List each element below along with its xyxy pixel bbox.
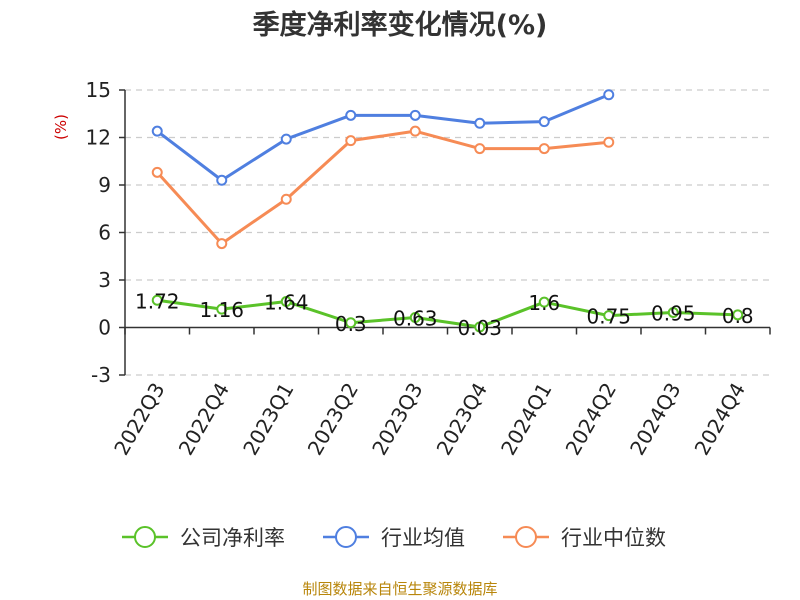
data-point <box>345 109 357 121</box>
data-label: 0.3 <box>335 312 367 336</box>
series-0 <box>151 294 744 333</box>
data-label: 1.64 <box>264 291 309 315</box>
data-label: 0.63 <box>393 307 438 331</box>
legend-marker <box>335 526 357 548</box>
x-tick-label: 2024Q3 <box>625 379 685 460</box>
y-tick-label: 3 <box>98 268 111 292</box>
data-point <box>732 309 744 321</box>
x-tick-label: 2024Q4 <box>690 379 750 460</box>
data-label: 1.72 <box>135 289 180 313</box>
legend[interactable]: 公司净利率 行业均值 行业中位数 <box>122 526 666 550</box>
data-point <box>409 109 421 121</box>
data-point <box>345 317 357 329</box>
legend-label: 行业均值 <box>381 526 465 550</box>
data-point <box>280 296 292 308</box>
legend-item-0[interactable]: 公司净利率 <box>122 526 285 550</box>
legend-marker <box>515 526 537 548</box>
data-point <box>409 125 421 137</box>
legend-item-1[interactable]: 行业均值 <box>323 526 465 550</box>
legend-label: 公司净利率 <box>180 526 285 550</box>
legend-marker <box>134 526 156 548</box>
data-point <box>151 294 163 306</box>
series <box>151 89 744 333</box>
legend-label: 行业中位数 <box>561 526 666 550</box>
y-tick-label: -3 <box>91 363 111 387</box>
data-point <box>151 125 163 137</box>
data-label: 0.8 <box>722 304 754 328</box>
data-point <box>603 89 615 101</box>
x-tick-label: 2023Q4 <box>432 379 492 460</box>
data-point <box>345 135 357 147</box>
data-label: 0.75 <box>586 305 631 329</box>
data-point <box>538 296 550 308</box>
y-tick-label: 0 <box>98 316 111 340</box>
legend-item-2[interactable]: 行业中位数 <box>503 526 666 550</box>
data-point <box>667 306 679 318</box>
x-tick-label: 2023Q3 <box>367 379 427 460</box>
x-tick-label: 2023Q1 <box>238 379 298 460</box>
data-point <box>474 143 486 155</box>
data-point <box>216 238 228 250</box>
x-tick-label: 2022Q3 <box>109 379 169 460</box>
y-tick-label: 6 <box>98 221 111 245</box>
y-axis-label: (%) <box>52 114 70 140</box>
data-point <box>216 303 228 315</box>
data-point <box>409 312 421 324</box>
x-tick-label: 2023Q2 <box>303 379 363 460</box>
data-point <box>216 174 228 186</box>
data-point <box>538 116 550 128</box>
series-line <box>156 129 609 246</box>
data-point <box>538 143 550 155</box>
data-label: 1.6 <box>528 291 560 315</box>
x-tick-label: 2024Q1 <box>496 379 556 460</box>
data-point <box>474 321 486 333</box>
data-point <box>151 166 163 178</box>
data-label: 0.95 <box>651 301 696 325</box>
y-tick-label: 9 <box>98 173 111 197</box>
grid <box>125 89 770 376</box>
y-tick-label: 12 <box>86 126 111 150</box>
data-point <box>280 133 292 145</box>
series-line <box>156 93 610 182</box>
data-point <box>280 193 292 205</box>
series-2 <box>151 125 615 250</box>
data-point <box>603 136 615 148</box>
x-tick-label: 2022Q4 <box>174 379 234 460</box>
data-label: 0.03 <box>457 316 502 340</box>
data-point <box>474 117 486 129</box>
source-note: 制图数据来自恒生聚源数据库 <box>302 580 497 598</box>
series-1 <box>151 89 615 186</box>
y-tick-label: 15 <box>86 78 111 102</box>
chart-title: 季度净利率变化情况(%) <box>253 9 548 41</box>
data-labels: 1.72 1.16 1.64 0.3 0.63 0.03 1.6 0.75 0.95 0.8 <box>135 289 754 340</box>
series-line <box>157 298 738 329</box>
x-tick-label: 2024Q2 <box>561 379 621 460</box>
data-label: 1.16 <box>199 298 244 322</box>
data-point <box>603 310 615 322</box>
